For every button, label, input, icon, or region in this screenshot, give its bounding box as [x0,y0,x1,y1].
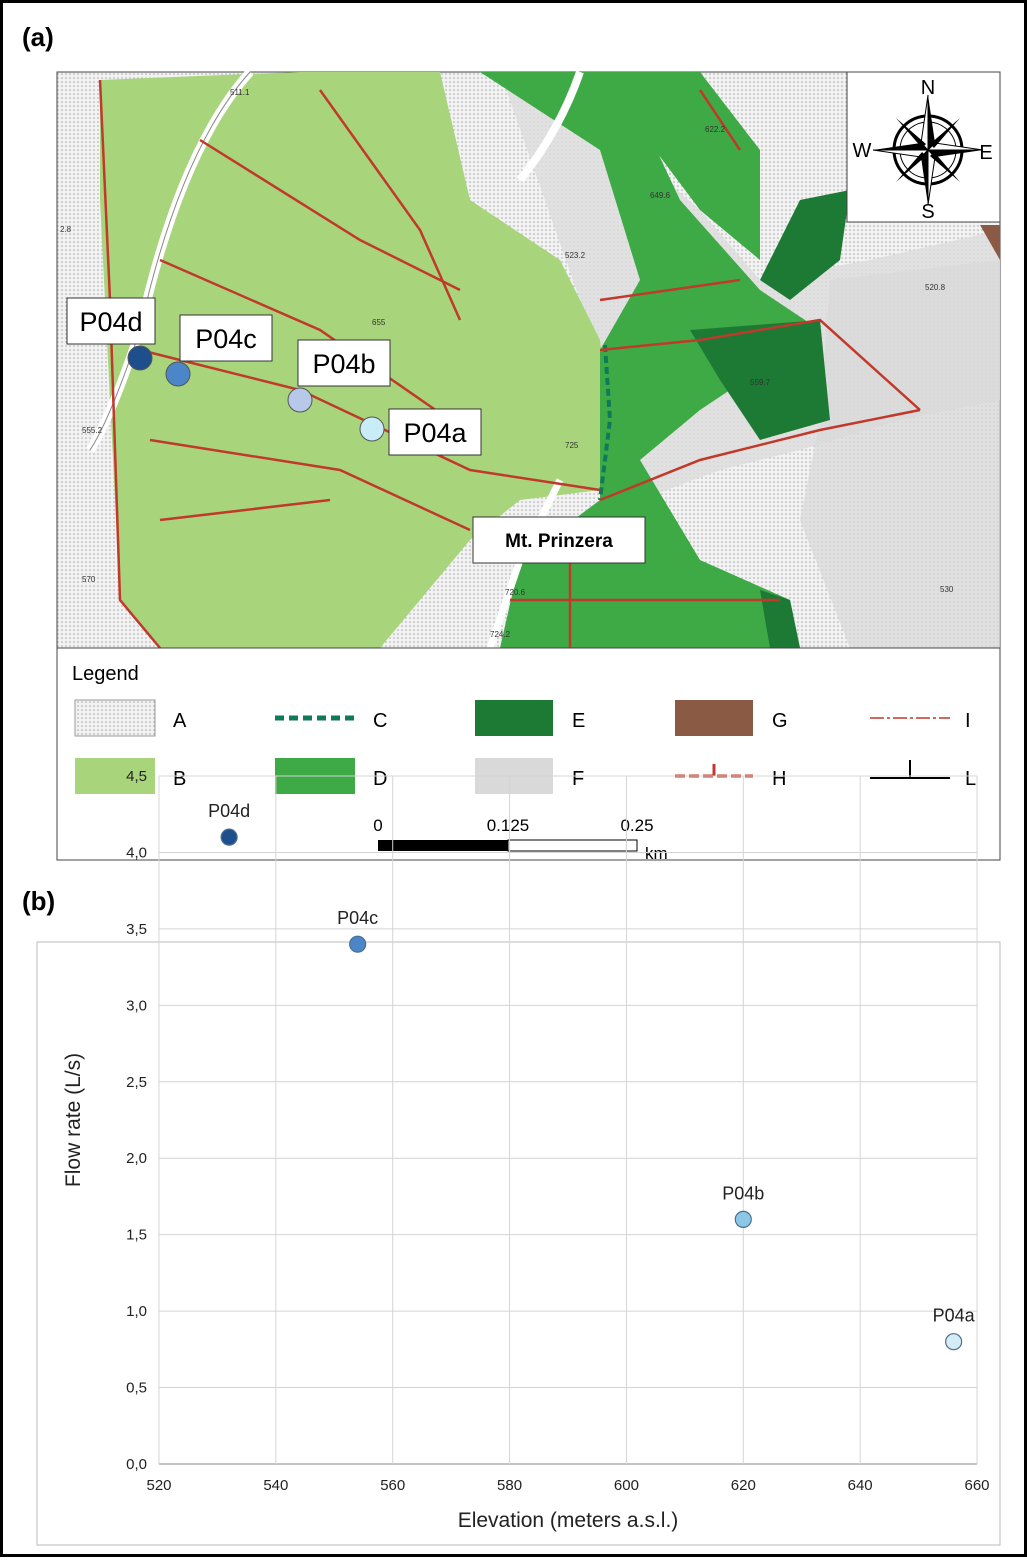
y-tick-label: 4,5 [126,768,147,785]
y-tick-label: 1,0 [126,1303,147,1320]
scale-unit: km [645,844,668,863]
legend-label: A [173,710,187,732]
legend-label: C [373,710,387,732]
spot-height: 724.2 [490,630,511,639]
spot-height: 720.6 [505,588,526,597]
map-point-label: P04c [195,324,257,354]
spot-height: 655 [372,318,386,327]
legend-label: B [173,768,186,790]
x-tick-label: 640 [848,1477,873,1494]
compass-n: N [921,77,935,99]
y-axis-label: Flow rate (L/s) [62,1053,85,1187]
compass-w: W [853,140,872,162]
point [220,828,238,846]
legend-label: I [965,710,971,732]
map: N S W E 511.1 622.2 649.6 523.2 520.8 655 725 5… [56,68,1001,650]
x-tick-label: 540 [263,1477,288,1494]
spot-height: 2.8 [60,225,72,234]
map-point-label: P04d [79,307,142,337]
chart-frame [36,941,1001,1546]
legend: Legend A B C D E F G H I L 0 0.125 0.25 km [56,647,1001,863]
spot-height: 530 [940,585,954,594]
y-tick-label: 4,0 [126,844,147,861]
spot-height: 649.6 [650,191,671,200]
spot-height: 725 [565,441,579,450]
chart: 0,0 0,5 1,0 1,5 2,0 2,5 3,0 3,5 4,0 4,5 520 540 560 5… [62,768,990,1532]
x-axis-label: Elevation (meters a.s.l.) [458,1509,679,1532]
spot-height: 622.2 [705,125,726,134]
y-tick-label: 0,5 [126,1380,147,1397]
spot-height: 523.2 [565,251,586,260]
scale-tick: 0.25 [620,816,653,835]
y-tick-label: 3,5 [126,921,147,938]
legend-label: F [572,768,584,790]
x-tick-label: 600 [614,1477,639,1494]
scale-tick: 0.125 [487,816,530,835]
y-tick-label: 2,0 [126,1150,147,1167]
spot-height: 555.2 [82,426,103,435]
y-tick-label: 3,0 [126,997,147,1014]
panel-label: (a) [22,22,54,52]
x-tick-label: 580 [497,1477,522,1494]
y-tick-label: 0,0 [126,1456,147,1473]
point-label: P04a [933,1306,976,1326]
x-tick-label: 560 [380,1477,405,1494]
point-label: P04b [722,1183,764,1203]
legend-label: H [772,768,786,790]
compass-s: S [921,201,934,223]
point [734,1210,752,1228]
point-label: P04c [337,908,378,928]
point-label: P04d [208,801,250,821]
legend-label: E [572,710,585,732]
spot-height: 570 [82,575,96,584]
place-label: Mt. Prinzera [505,531,613,552]
spot-height: 520.8 [925,283,946,292]
map-point-label: P04a [403,418,467,448]
spot-height: 559.7 [750,378,771,387]
point [945,1333,963,1351]
x-tick-label: 620 [731,1477,756,1494]
y-tick-label: 1,5 [126,1227,147,1244]
y-tick-label: 2,5 [126,1074,147,1091]
legend-label: L [965,768,976,790]
compass-e: E [979,142,992,164]
legend-title: Legend [72,663,139,685]
map-point-label: P04b [312,349,375,379]
x-tick-label: 520 [146,1477,171,1494]
point [349,935,367,953]
legend-label: G [772,710,788,732]
x-tick-label: 660 [964,1477,989,1494]
spot-height: 511.1 [230,88,250,97]
scale-tick: 0 [373,816,382,835]
legend-label: D [373,768,387,790]
panel-label: (b) [22,886,55,916]
